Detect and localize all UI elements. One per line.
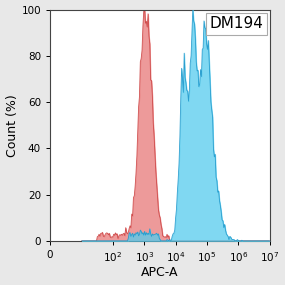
Text: DM194: DM194 xyxy=(209,17,263,32)
X-axis label: APC-A: APC-A xyxy=(141,266,179,280)
Y-axis label: Count (%): Count (%) xyxy=(5,94,19,156)
